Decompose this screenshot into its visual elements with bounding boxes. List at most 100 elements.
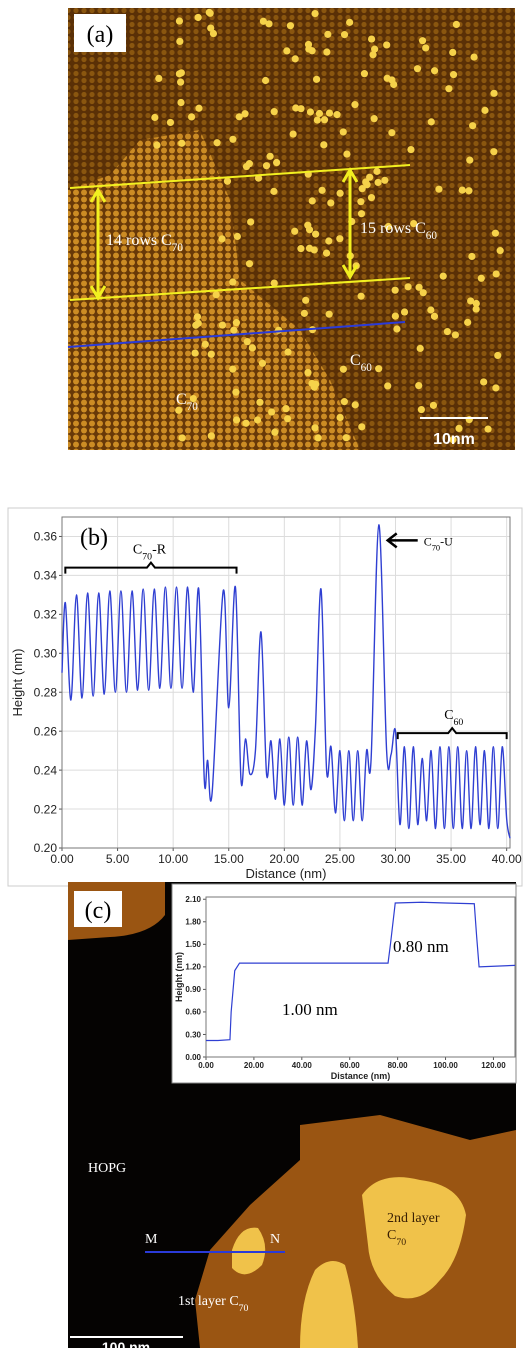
x-tick-label: 20.00 — [269, 852, 299, 866]
molecule — [384, 222, 392, 231]
y-tick-label: 1.80 — [185, 918, 201, 927]
molecule — [390, 80, 398, 89]
molecule — [333, 111, 341, 119]
molecule — [449, 71, 458, 79]
annotation: 0.80 nm — [393, 937, 449, 956]
y-tick-label: 0.60 — [185, 1008, 201, 1017]
molecule — [492, 270, 500, 278]
molecule — [306, 108, 315, 116]
molecule — [243, 338, 251, 346]
molecule — [305, 244, 314, 252]
molecule — [273, 158, 281, 167]
molecule — [194, 319, 202, 327]
rows-label: 15 rows C60 — [360, 220, 437, 242]
y-tick-label: 0.20 — [34, 841, 58, 855]
molecule — [407, 145, 415, 154]
region-label-part: C — [350, 352, 361, 369]
molecule — [336, 189, 344, 197]
molecule — [322, 249, 331, 257]
molecule — [477, 274, 485, 282]
x-axis-label: Distance (nm) — [331, 1071, 391, 1081]
x-tick-label: 20.00 — [244, 1061, 265, 1070]
molecule — [312, 380, 320, 388]
molecule — [175, 406, 183, 414]
molecule — [314, 434, 322, 442]
molecule — [313, 116, 321, 124]
y-tick-label: 0.24 — [34, 763, 58, 777]
row-line — [69, 277, 411, 301]
molecule — [253, 416, 262, 424]
layer-label-part: C — [387, 1228, 396, 1243]
molecule — [415, 283, 423, 291]
y-tick-label: 0.36 — [34, 530, 58, 544]
molecule — [416, 344, 424, 353]
molecule — [384, 382, 392, 390]
molecule — [265, 20, 273, 28]
molecule — [245, 260, 254, 268]
molecule — [383, 41, 391, 49]
molecule — [325, 237, 333, 245]
rows-label-part: 70 — [172, 242, 184, 254]
molecule — [320, 141, 328, 149]
molecule — [232, 319, 241, 327]
molecule — [258, 359, 267, 367]
molecule — [318, 186, 326, 194]
x-tick-label: 35.00 — [436, 852, 466, 866]
molecule — [480, 378, 488, 386]
molecule — [232, 416, 241, 424]
molecule — [311, 9, 319, 18]
molecule — [452, 20, 460, 29]
molecule — [213, 139, 221, 147]
molecule — [339, 365, 347, 373]
molecule — [491, 229, 500, 237]
layer-label-part: 2nd layer — [387, 1211, 440, 1226]
molecule — [435, 185, 443, 193]
molecule — [346, 18, 354, 26]
molecule — [351, 401, 359, 409]
molecule — [427, 306, 435, 314]
molecule — [207, 24, 215, 32]
molecule — [302, 296, 310, 304]
molecule — [336, 413, 344, 422]
panel-b-frame — [7, 507, 523, 887]
first-layer — [195, 1115, 516, 1348]
molecule — [229, 278, 237, 286]
molecule — [270, 279, 278, 287]
molecule — [419, 289, 427, 297]
molecule — [472, 305, 480, 313]
molecule — [218, 235, 226, 243]
region-label-part: 60 — [361, 362, 373, 374]
annotation-part: -U — [440, 534, 453, 548]
y-tick-label: 0.34 — [34, 569, 58, 583]
molecule — [351, 101, 359, 109]
molecule — [178, 139, 186, 147]
molecule — [422, 44, 430, 52]
molecule — [472, 299, 480, 308]
rows-label-part: 15 rows C — [360, 220, 426, 237]
molecule — [282, 405, 290, 413]
molecule — [358, 185, 366, 193]
molecule — [492, 384, 500, 392]
molecule — [325, 310, 333, 318]
scale-bar-label: 10nm — [433, 431, 475, 448]
y-tick-label: 0.00 — [185, 1053, 201, 1062]
label-box — [74, 14, 126, 52]
layer-label: 2nd layer C70 — [387, 1211, 440, 1247]
molecule — [209, 29, 218, 38]
molecule — [451, 331, 460, 339]
rows-label: 14 rows C70 — [106, 232, 183, 254]
molecule — [218, 321, 227, 329]
molecule — [320, 116, 329, 124]
y-tick-label: 1.50 — [185, 940, 201, 949]
molecule — [375, 365, 383, 373]
molecule — [439, 272, 447, 280]
molecule — [357, 198, 365, 206]
profile-line — [206, 901, 516, 1042]
molecule — [490, 89, 498, 97]
molecule — [207, 350, 215, 358]
molecule — [449, 48, 457, 57]
molecule — [235, 113, 243, 121]
molecule — [466, 156, 474, 164]
y-tick-label: 0.90 — [185, 985, 201, 994]
molecule — [404, 283, 412, 291]
